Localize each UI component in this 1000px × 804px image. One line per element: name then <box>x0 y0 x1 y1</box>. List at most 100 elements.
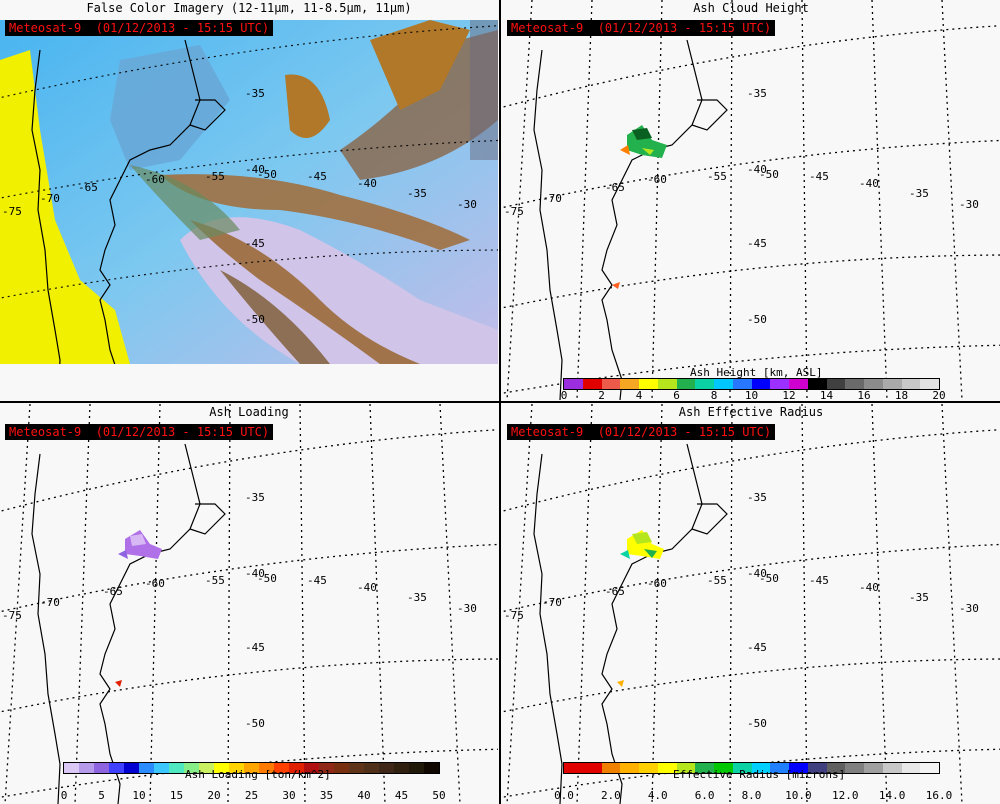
timestamp-label: Meteosat-9 (01/12/2013 - 15:15 UTC) <box>5 20 274 36</box>
svg-text:-35: -35 <box>747 87 767 100</box>
svg-text:-35: -35 <box>747 491 767 504</box>
svg-text:-70: -70 <box>542 192 562 205</box>
svg-text:-55: -55 <box>707 574 727 587</box>
colorbar-swatch <box>169 763 184 773</box>
svg-text:-35: -35 <box>407 591 427 604</box>
colorbar-swatch <box>259 763 274 773</box>
colorbar-tick-label: 16.0 <box>925 789 953 802</box>
svg-text:-45: -45 <box>747 237 767 250</box>
svg-text:-70: -70 <box>542 596 562 609</box>
colorbar-tick-label: 8.0 <box>741 789 762 802</box>
colorbar-swatch <box>304 763 319 773</box>
colorbar-swatch <box>807 763 827 773</box>
svg-text:-30: -30 <box>959 198 979 211</box>
svg-text:-45: -45 <box>809 574 829 587</box>
colorbar-swatch <box>289 763 304 773</box>
false-color-map: -35 -40 -45 -50 -75 -70 -65 -60 -55 -50 -45 -4… <box>0 20 498 400</box>
svg-text:-30: -30 <box>959 602 979 615</box>
ash-loading-panel: -35 -40 -45 -50 -75 -70 -65 -60 -55 -50 -45 -4… <box>0 404 498 804</box>
horizontal-divider <box>0 401 1000 403</box>
svg-text:-35: -35 <box>909 187 929 200</box>
svg-text:-75: -75 <box>504 609 524 622</box>
colorbar-swatch <box>751 763 771 773</box>
colorbar-tick-label: 14 <box>819 389 834 402</box>
svg-text:-40: -40 <box>245 567 265 580</box>
svg-text:-60: -60 <box>647 577 667 590</box>
svg-text:-50: -50 <box>257 168 277 181</box>
colorbar-swatch <box>244 763 259 773</box>
colorbar-swatch <box>334 763 349 773</box>
colorbar-swatch <box>695 379 714 389</box>
ash-height-colorbar <box>563 378 940 390</box>
colorbar-tick-label: 0 <box>60 789 68 802</box>
ash-plume <box>285 74 330 138</box>
colorbar-swatch <box>601 763 621 773</box>
ash-height-retrieval <box>612 125 667 289</box>
colorbar-swatch <box>349 763 364 773</box>
ash-radius-colorbar <box>563 762 940 774</box>
colorbar-swatch <box>714 379 733 389</box>
colorbar-swatch <box>920 763 939 773</box>
colorbar-swatch <box>94 763 109 773</box>
svg-text:-35: -35 <box>407 187 427 200</box>
panel-title: False Color Imagery (12-11μm, 11-8.5μm, … <box>86 1 412 15</box>
svg-text:-40: -40 <box>747 567 767 580</box>
colorbar-tick-label: 35 <box>319 789 334 802</box>
timestamp-label: Meteosat-9 (01/12/2013 - 15:15 UTC) <box>507 20 776 36</box>
svg-text:-55: -55 <box>707 170 727 183</box>
colorbar-tick-label: 0.0 <box>554 789 574 802</box>
colorbar-tick-label: 10.0 <box>785 789 812 802</box>
colorbar-swatch <box>714 763 733 773</box>
colorbar-swatch <box>319 763 334 773</box>
colorbar-swatch <box>770 379 789 389</box>
colorbar-swatch <box>139 763 154 773</box>
colorbar-swatch <box>789 379 808 389</box>
svg-text:-75: -75 <box>504 205 524 218</box>
colorbar-swatch <box>751 379 771 389</box>
colorbar-swatch <box>676 763 696 773</box>
svg-text:-50: -50 <box>747 313 767 326</box>
svg-text:-60: -60 <box>647 173 667 186</box>
colorbar-swatch <box>639 379 658 389</box>
svg-text:-45: -45 <box>245 237 265 250</box>
colorbar-swatch <box>676 379 696 389</box>
svg-text:-50: -50 <box>245 313 265 326</box>
colorbar-swatch <box>732 379 752 389</box>
svg-text:-40: -40 <box>747 163 767 176</box>
colorbar-swatch <box>639 763 658 773</box>
ash-radius-retrieval <box>617 530 664 687</box>
colorbar-swatch <box>79 763 94 773</box>
colorbar-tick-label: 2 <box>598 389 605 402</box>
ash-loading-colorbar <box>63 762 440 774</box>
svg-text:-45: -45 <box>307 170 327 183</box>
panel-title: Ash Effective Radius <box>678 405 824 419</box>
svg-text:-45: -45 <box>809 170 829 183</box>
svg-text:-55: -55 <box>205 170 225 183</box>
panel-title: Ash Cloud Height <box>693 1 809 15</box>
svg-text:-60: -60 <box>145 173 165 186</box>
colorbar-swatch <box>394 763 409 773</box>
colorbar-swatch <box>882 379 902 389</box>
colorbar-tick-label: 2.0 <box>600 789 621 802</box>
colorbar-tick-label: 5 <box>98 789 105 802</box>
colorbar-swatch <box>124 763 139 773</box>
colorbar-swatch <box>807 379 827 389</box>
colorbar-swatch <box>770 763 789 773</box>
svg-text:-50: -50 <box>257 572 277 585</box>
colorbar-tick-label: 14.0 <box>878 789 906 802</box>
colorbar-tick-label: 4.0 <box>647 789 668 802</box>
svg-text:-70: -70 <box>40 596 60 609</box>
colorbar-tick-label: 4 <box>635 389 643 402</box>
svg-text:-65: -65 <box>605 181 625 194</box>
svg-text:-75: -75 <box>2 205 22 218</box>
ash-loading-retrieval <box>115 530 162 687</box>
colorbar-swatch <box>409 763 424 773</box>
colorbar-tick-label: 6.0 <box>694 789 715 802</box>
colorbar-swatch <box>657 379 677 389</box>
colorbar-swatch <box>564 379 583 389</box>
colorbar-swatch <box>826 763 846 773</box>
svg-text:-40: -40 <box>357 177 377 190</box>
svg-text:-50: -50 <box>759 168 779 181</box>
panel-title: Ash Loading <box>209 405 289 419</box>
svg-text:-45: -45 <box>245 641 265 654</box>
